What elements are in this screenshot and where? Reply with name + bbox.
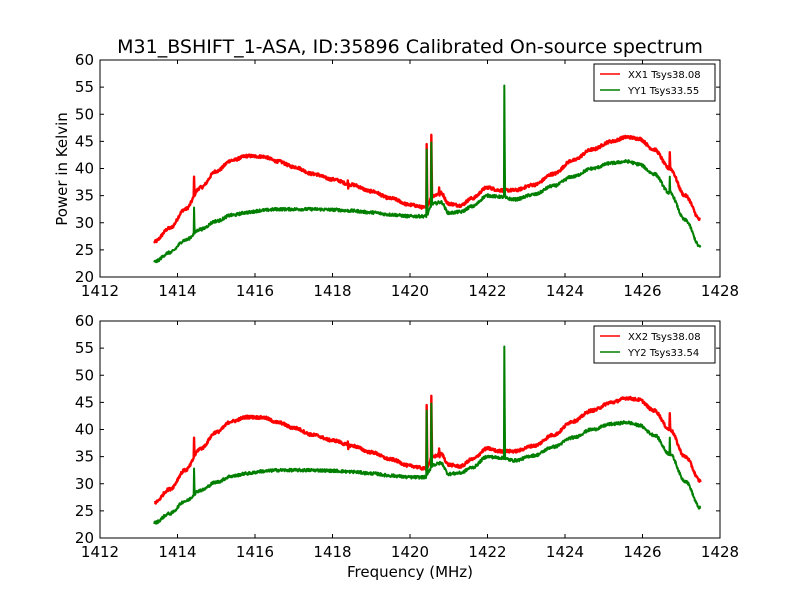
y-tick-label: 55 — [75, 339, 94, 357]
x-tick-label: 1420 — [391, 282, 429, 300]
x-tick-label: 1428 — [701, 543, 739, 561]
x-tick-label: 1418 — [313, 282, 351, 300]
x-tick-label: 1428 — [701, 282, 739, 300]
x-tick-label: 1412 — [81, 282, 119, 300]
legend-entry-label: YY1 Tsys33.55 — [627, 86, 699, 97]
legend: XX2 Tsys38.08 YY2 Tsys33.54 — [593, 325, 716, 364]
y-axis-label: Power in Kelvin — [53, 112, 71, 226]
y-tick-label: 25 — [75, 241, 94, 259]
x-tick-label: 1414 — [158, 282, 196, 300]
top-panel: 1412 1414 1416 1418 1420 1422 1424 1426 1428 20 25… — [75, 51, 739, 300]
y-tick-label: 55 — [75, 78, 94, 96]
legend-entry-label: XX1 Tsys38.08 — [628, 70, 701, 81]
y-tick-label: 40 — [75, 160, 94, 178]
x-tick-label: 1414 — [158, 543, 196, 561]
y-tick-label: 25 — [75, 502, 94, 520]
y-tick-label: 40 — [75, 421, 94, 439]
y-tick-label: 30 — [75, 214, 94, 232]
x-tick-label: 1424 — [546, 282, 584, 300]
x-tick-label: 1418 — [313, 543, 351, 561]
legend-entry-label: XX2 Tsys38.08 — [628, 332, 701, 343]
legend: XX1 Tsys38.08 YY1 Tsys33.55 — [593, 63, 716, 102]
x-axis-label: Frequency (MHz) — [347, 563, 473, 581]
y-tick-label: 60 — [75, 312, 94, 330]
series-line-yy1 — [153, 84, 702, 264]
legend-entry-label: YY2 Tsys33.54 — [627, 348, 699, 359]
y-tick-label: 50 — [75, 105, 94, 123]
x-tick-label: 1420 — [391, 543, 429, 561]
x-tick-label: 1422 — [468, 543, 506, 561]
x-tick-label: 1422 — [468, 282, 506, 300]
figure-title: M31_BSHIFT_1-ASA, ID:35896 Calibrated On… — [117, 36, 703, 58]
y-tick-label: 30 — [75, 475, 94, 493]
x-tick-label: 1412 — [81, 543, 119, 561]
x-tick-label: 1426 — [623, 282, 661, 300]
y-tick-label: 45 — [75, 393, 94, 411]
x-tick-label: 1416 — [236, 282, 274, 300]
y-tick-label: 45 — [75, 132, 94, 150]
bottom-panel: 1412 1414 1416 1418 1420 1422 1424 1426 1428 20 25… — [75, 312, 739, 561]
y-tick-label: 60 — [75, 51, 94, 69]
series-line-yy2 — [153, 345, 702, 525]
y-tick-label: 20 — [75, 268, 94, 286]
x-tick-label: 1424 — [546, 543, 584, 561]
x-tick-label: 1426 — [623, 543, 661, 561]
y-tick-label: 35 — [75, 187, 94, 205]
y-tick-label: 35 — [75, 448, 94, 466]
y-tick-label: 20 — [75, 529, 94, 547]
y-tick-label: 50 — [75, 366, 94, 384]
x-tick-label: 1416 — [236, 543, 274, 561]
